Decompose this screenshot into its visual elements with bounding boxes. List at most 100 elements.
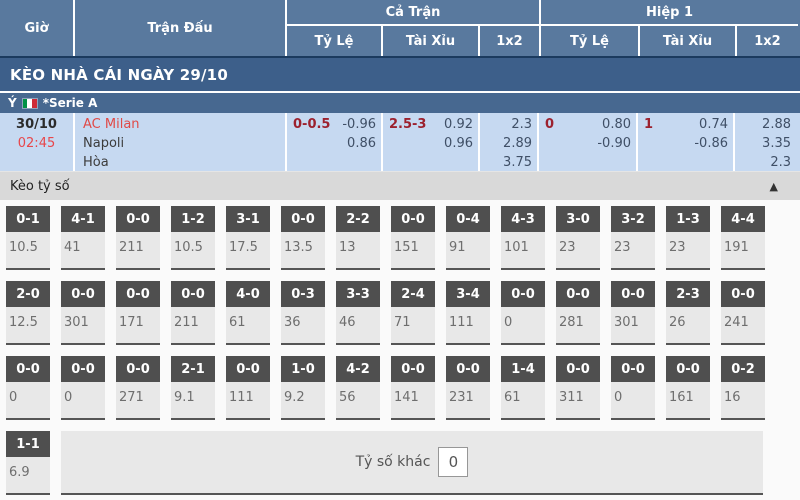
score-odds: 26 — [669, 315, 686, 330]
score-odds: 9.2 — [284, 390, 305, 405]
score-cell: 0-3 36 — [281, 281, 325, 345]
score-button[interactable]: 0-0 — [611, 281, 655, 307]
score-cell: 2-1 9.1 — [171, 356, 215, 420]
half-ou-line: 1 — [644, 117, 654, 132]
col-header-time: Giờ — [0, 0, 75, 56]
half-handicap-odds-1: 0.80 — [602, 117, 631, 132]
score-button[interactable]: 3-3 — [336, 281, 380, 307]
score-cell: 3-0 23 — [556, 206, 600, 270]
col-header-full-handicap: Tỷ Lệ — [287, 26, 383, 56]
score-button[interactable]: 0-0 — [6, 356, 50, 382]
score-button[interactable]: 0-0 — [391, 356, 435, 382]
score-cell: 0-0 111 — [226, 356, 270, 420]
score-button[interactable]: 3-4 — [446, 281, 490, 307]
score-button[interactable]: 1-4 — [501, 356, 545, 382]
score-odds: 0 — [64, 390, 73, 405]
score-button[interactable]: 4-0 — [226, 281, 270, 307]
italy-flag-icon — [21, 97, 38, 109]
score-odds: 191 — [724, 240, 749, 255]
full-ou-odds-1: 0.92 — [444, 117, 473, 132]
draw-label: Hòa — [83, 155, 109, 170]
half-1x2-away: 3.35 — [762, 136, 791, 151]
score-button[interactable]: 4-2 — [336, 356, 380, 382]
score-odds: 17.5 — [229, 240, 258, 255]
home-team[interactable]: AC Milan — [83, 117, 140, 132]
score-cell: 2-3 26 — [666, 281, 710, 345]
group-header-full-match: Cả Trận Tỷ Lệ Tài Xỉu 1x2 — [287, 0, 541, 56]
score-button[interactable]: 0-0 — [666, 356, 710, 382]
collapse-icon[interactable]: ▲ — [769, 179, 778, 193]
score-cell: 0-0 141 — [391, 356, 435, 420]
score-button[interactable]: 0-4 — [446, 206, 490, 232]
score-button[interactable]: 4-3 — [501, 206, 545, 232]
score-button[interactable]: 0-1 — [6, 206, 50, 232]
score-button[interactable]: 1-1 — [6, 431, 50, 457]
score-button[interactable]: 0-0 — [61, 356, 105, 382]
score-button[interactable]: 1-0 — [281, 356, 325, 382]
score-button[interactable]: 0-0 — [611, 356, 655, 382]
score-cell: 4-1 41 — [61, 206, 105, 270]
score-button[interactable]: 3-0 — [556, 206, 600, 232]
league-bar[interactable]: Ý *Serie A — [0, 93, 800, 113]
score-cell: 0-0 301 — [611, 281, 655, 345]
score-button[interactable]: 0-0 — [171, 281, 215, 307]
full-overunder-cell: 2.5-3 0.92 0.96 — [383, 113, 480, 171]
score-odds: 301 — [64, 315, 89, 330]
score-button[interactable]: 0-0 — [446, 356, 490, 382]
score-odds: 41 — [64, 240, 81, 255]
score-odds: 71 — [394, 315, 411, 330]
score-button[interactable]: 1-2 — [171, 206, 215, 232]
score-button[interactable]: 2-2 — [336, 206, 380, 232]
score-row: 2-0 12.5 0-0 301 0-0 171 0-0 211 4-0 61 0-3 36 3-3 46… — [6, 281, 800, 345]
score-button[interactable]: 0-0 — [556, 356, 600, 382]
score-button[interactable]: 4-1 — [61, 206, 105, 232]
score-cell: 0-0 13.5 — [281, 206, 325, 270]
full-1x2-home: 2.3 — [511, 117, 532, 132]
score-button[interactable]: 3-1 — [226, 206, 270, 232]
half-ou-odds-1: 0.74 — [699, 117, 728, 132]
score-odds: 301 — [614, 315, 639, 330]
score-button[interactable]: 0-2 — [721, 356, 765, 382]
score-button[interactable]: 0-0 — [116, 281, 160, 307]
score-button[interactable]: 0-0 — [721, 281, 765, 307]
score-odds: 151 — [394, 240, 419, 255]
score-button[interactable]: 0-3 — [281, 281, 325, 307]
half-1x2-cell: 2.88 3.35 2.3 — [735, 113, 796, 171]
score-cell: 2-0 12.5 — [6, 281, 50, 345]
score-odds: 111 — [449, 315, 474, 330]
date-banner: KÈO NHÀ CÁI NGÀY 29/10 — [0, 58, 800, 91]
score-cell: 4-0 61 — [226, 281, 270, 345]
score-cell: 1-0 9.2 — [281, 356, 325, 420]
score-button[interactable]: 1-3 — [666, 206, 710, 232]
score-odds: 12.5 — [9, 315, 38, 330]
score-odds: 23 — [559, 240, 576, 255]
score-section-header[interactable]: Kèo tỷ số ▲ — [0, 172, 800, 200]
full-handicap-odds-2: 0.86 — [347, 136, 376, 151]
full-ou-odds-2: 0.96 — [444, 136, 473, 151]
score-odds: 61 — [504, 390, 521, 405]
score-button[interactable]: 3-2 — [611, 206, 655, 232]
score-button[interactable]: 0-0 — [116, 206, 160, 232]
score-row: 1-1 6.9 Tỷ số khác — [6, 431, 800, 495]
score-button[interactable]: 2-1 — [171, 356, 215, 382]
score-button[interactable]: 0-0 — [281, 206, 325, 232]
score-button[interactable]: 2-4 — [391, 281, 435, 307]
score-button[interactable]: 0-0 — [391, 206, 435, 232]
score-button[interactable]: 0-0 — [501, 281, 545, 307]
score-button[interactable]: 2-0 — [6, 281, 50, 307]
score-button[interactable]: 2-3 — [666, 281, 710, 307]
score-button[interactable]: 4-4 — [721, 206, 765, 232]
away-team[interactable]: Napoli — [83, 136, 125, 151]
score-button[interactable]: 0-0 — [556, 281, 600, 307]
half-ou-odds-2: -0.86 — [694, 136, 728, 151]
score-odds: 36 — [284, 315, 301, 330]
score-button[interactable]: 0-0 — [116, 356, 160, 382]
full-handicap-line: 0-0.5 — [293, 117, 331, 132]
score-odds: 211 — [119, 240, 144, 255]
score-button[interactable]: 0-0 — [61, 281, 105, 307]
other-score-label: Tỷ số khác — [355, 454, 431, 470]
score-button[interactable]: 0-0 — [226, 356, 270, 382]
score-cell: 0-0 0 — [501, 281, 545, 345]
score-odds: 56 — [339, 390, 356, 405]
other-score-input[interactable] — [438, 447, 469, 477]
